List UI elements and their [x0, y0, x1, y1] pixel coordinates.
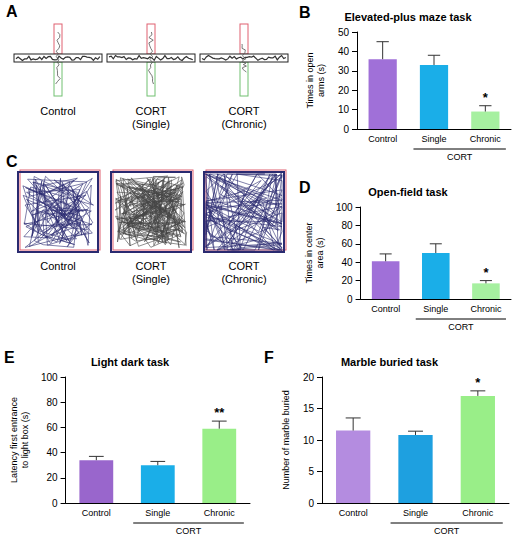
svg-text:*: * — [475, 375, 481, 390]
svg-text:0: 0 — [347, 294, 353, 305]
svg-text:Chronic: Chronic — [204, 508, 236, 518]
svg-text:60: 60 — [341, 238, 353, 249]
svg-text:to light box (s): to light box (s) — [20, 412, 30, 469]
svg-text:5: 5 — [308, 466, 314, 477]
svg-text:area (s): area (s) — [315, 237, 325, 268]
svg-text:20: 20 — [338, 85, 350, 96]
svg-text:Control: Control — [339, 508, 368, 518]
svg-text:20: 20 — [341, 275, 353, 286]
svg-text:40: 40 — [338, 46, 350, 57]
svg-text:0: 0 — [343, 124, 349, 135]
svg-text:Chronic: Chronic — [470, 304, 502, 314]
svg-text:Times in open: Times in open — [305, 52, 315, 108]
svg-text:Marble buried task: Marble buried task — [341, 356, 439, 368]
svg-text:80: 80 — [46, 397, 58, 408]
svg-text:(Single): (Single) — [132, 273, 170, 285]
svg-text:50: 50 — [338, 27, 350, 38]
svg-text:0: 0 — [52, 498, 58, 509]
svg-text:CORT: CORT — [447, 152, 473, 162]
svg-text:80: 80 — [341, 220, 353, 231]
svg-text:A: A — [6, 3, 18, 20]
svg-text:B: B — [299, 4, 311, 21]
svg-text:E: E — [4, 349, 15, 366]
svg-text:CORT: CORT — [136, 260, 167, 272]
svg-text:Number of marble buried: Number of marble buried — [281, 390, 291, 490]
svg-text:Control: Control — [371, 304, 400, 314]
svg-text:40: 40 — [46, 447, 58, 458]
svg-text:20: 20 — [303, 372, 315, 383]
svg-text:100: 100 — [336, 202, 353, 213]
svg-text:Single: Single — [403, 508, 428, 518]
svg-text:(Single): (Single) — [132, 118, 170, 130]
svg-text:Control: Control — [40, 105, 75, 117]
svg-text:Open-field task: Open-field task — [368, 186, 448, 198]
svg-text:arms (s): arms (s) — [316, 64, 326, 97]
svg-text:Latency first entrance: Latency first entrance — [9, 397, 19, 483]
svg-text:10: 10 — [303, 435, 315, 446]
svg-text:Single: Single — [145, 508, 170, 518]
svg-text:*: * — [483, 90, 489, 105]
svg-text:CORT: CORT — [176, 526, 202, 536]
svg-text:30: 30 — [338, 65, 350, 76]
svg-text:D: D — [299, 179, 311, 196]
svg-text:F: F — [264, 349, 274, 366]
svg-text:0: 0 — [308, 498, 314, 509]
svg-text:**: ** — [214, 405, 225, 420]
svg-text:Control: Control — [40, 260, 75, 272]
svg-text:20: 20 — [46, 472, 58, 483]
svg-text:Single: Single — [423, 304, 448, 314]
svg-text:Single: Single — [421, 134, 446, 144]
svg-text:10: 10 — [338, 104, 350, 115]
svg-text:Elevated-plus maze task: Elevated-plus maze task — [344, 11, 472, 23]
svg-text:Control: Control — [368, 134, 397, 144]
svg-text:CORT: CORT — [136, 105, 167, 117]
svg-text:Light dark task: Light dark task — [91, 356, 170, 368]
svg-text:15: 15 — [303, 403, 315, 414]
svg-text:CORT: CORT — [229, 105, 260, 117]
svg-text:60: 60 — [46, 422, 58, 433]
svg-text:CORT: CORT — [448, 322, 474, 332]
svg-text:C: C — [6, 153, 18, 170]
svg-text:Chronic: Chronic — [470, 134, 502, 144]
svg-text:CORT: CORT — [434, 526, 460, 536]
svg-text:*: * — [483, 265, 489, 280]
svg-text:Times in center: Times in center — [304, 222, 314, 283]
svg-text:(Chronic): (Chronic) — [221, 273, 266, 285]
svg-text:(Chronic): (Chronic) — [221, 118, 266, 130]
svg-text:CORT: CORT — [229, 260, 260, 272]
svg-text:Control: Control — [82, 508, 111, 518]
svg-text:100: 100 — [41, 372, 58, 383]
svg-text:40: 40 — [341, 257, 353, 268]
svg-text:Chronic: Chronic — [462, 508, 494, 518]
